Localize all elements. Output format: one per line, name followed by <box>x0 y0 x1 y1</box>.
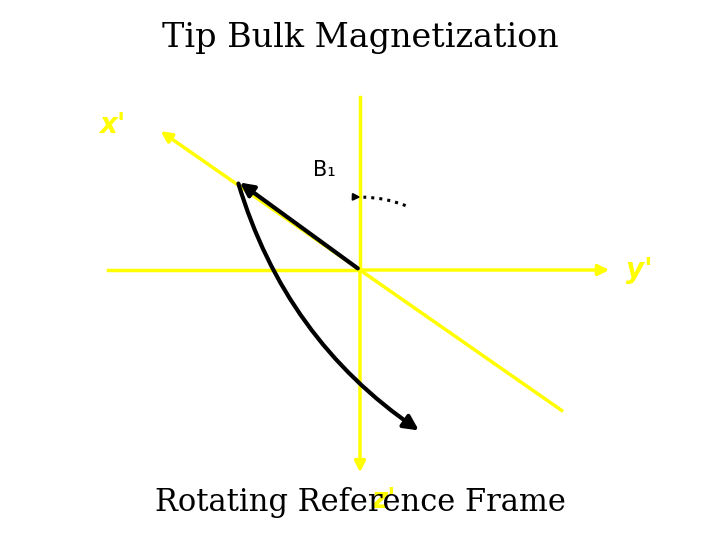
Text: B₁: B₁ <box>313 160 336 180</box>
Text: Rotating Reference Frame: Rotating Reference Frame <box>155 488 565 518</box>
Text: Tip Bulk Magnetization: Tip Bulk Magnetization <box>162 22 558 53</box>
Text: x': x' <box>99 111 126 139</box>
Text: y': y' <box>626 256 653 284</box>
Text: z': z' <box>371 486 395 514</box>
